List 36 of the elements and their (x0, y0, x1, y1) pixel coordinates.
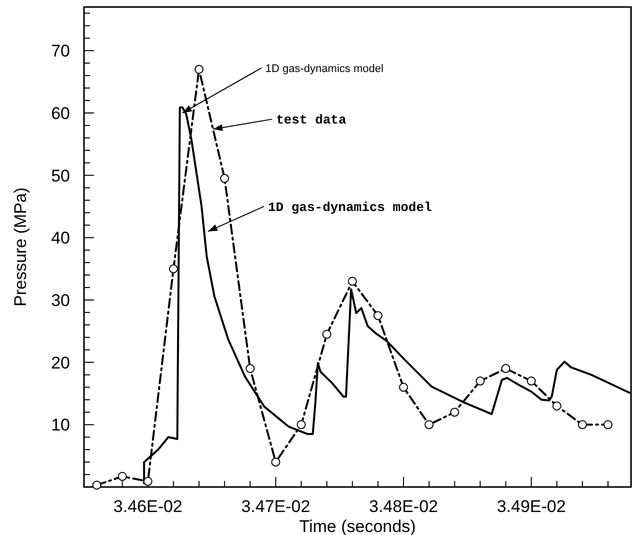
y-tick-label: 60 (51, 104, 70, 123)
point (348, 276, 357, 286)
point (424, 420, 434, 430)
y-tick-label: 30 (51, 290, 70, 310)
annotation: 1D gas-dynamics model (268, 200, 432, 215)
point (118, 472, 127, 481)
point (296, 420, 306, 430)
y-tick-label: 20 (51, 353, 70, 372)
point (526, 376, 536, 386)
point (92, 480, 102, 490)
point (373, 311, 382, 320)
y-tick-label: 40 (51, 228, 70, 248)
x-tick-label: 3.46E-02 (113, 497, 182, 516)
point (322, 330, 332, 339)
annotation: test data (276, 112, 346, 128)
point (603, 420, 612, 430)
point (476, 376, 485, 386)
x-tick-label: 3.48E-02 (369, 497, 438, 516)
point (578, 420, 587, 430)
point (552, 401, 562, 410)
y-tick-label: 10 (51, 416, 70, 435)
point (194, 64, 204, 74)
point (168, 264, 178, 274)
annotation: 1D gas-dynamics model (265, 62, 384, 75)
x-tick-label: 3.49E-02 (496, 497, 566, 516)
point (271, 458, 280, 467)
x-tick-label: 3.47E-02 (241, 497, 310, 516)
point (220, 174, 230, 183)
point (246, 364, 255, 374)
y-tick-label: 70 (51, 42, 70, 61)
point (399, 382, 408, 392)
y-tick-label: 50 (51, 166, 70, 186)
point (143, 476, 152, 486)
y-axis-title: Pressure (MPa) (11, 187, 30, 307)
point (450, 408, 460, 417)
point (501, 364, 510, 374)
